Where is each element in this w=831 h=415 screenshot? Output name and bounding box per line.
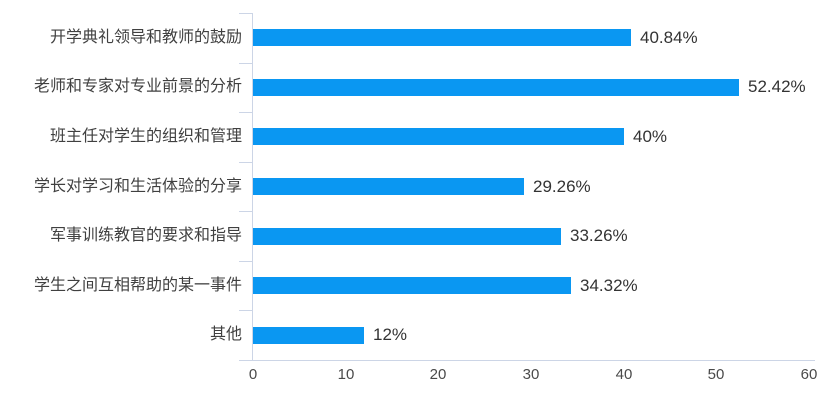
x-axis-tick-label: 60 — [800, 366, 818, 383]
y-axis-tick — [239, 13, 252, 14]
category-label: 开学典礼领导和教师的鼓励 — [49, 29, 242, 46]
category-label: 其他 — [209, 326, 242, 343]
x-axis-tick-label: 0 — [248, 366, 258, 383]
category-label: 军事训练教官的要求和指导 — [49, 227, 242, 244]
bar — [253, 327, 364, 344]
value-label: 52.42% — [748, 77, 806, 96]
x-axis-tick-label: 10 — [337, 366, 355, 383]
y-axis-tick — [239, 112, 252, 113]
x-axis-line — [239, 360, 815, 361]
category-label: 学长对学习和生活体验的分享 — [33, 178, 242, 195]
bar — [253, 178, 524, 195]
x-axis-tick-label: 40 — [615, 366, 633, 383]
category-label: 班主任对学生的组织和管理 — [49, 128, 242, 145]
x-axis-tick-label: 20 — [429, 366, 447, 383]
bar — [253, 29, 631, 46]
value-label: 29.26% — [533, 177, 591, 196]
y-axis-tick — [239, 211, 252, 212]
y-axis-line — [252, 13, 253, 360]
bar — [253, 228, 561, 245]
y-axis-tick — [239, 261, 252, 262]
bar — [253, 128, 624, 145]
value-label: 40.84% — [640, 28, 698, 47]
bar — [253, 277, 571, 294]
value-label: 40% — [633, 127, 668, 146]
category-label: 学生之间互相帮助的某一事件 — [33, 277, 242, 294]
value-label: 34.32% — [580, 276, 638, 295]
x-axis-tick-label: 30 — [522, 366, 540, 383]
y-axis-tick — [239, 310, 252, 311]
y-axis-tick — [239, 162, 252, 163]
value-label: 12% — [373, 325, 408, 344]
y-axis-tick — [239, 63, 252, 64]
value-label: 33.26% — [570, 226, 628, 245]
category-label: 老师和专家对专业前景的分析 — [33, 78, 242, 95]
x-axis-tick-label: 50 — [707, 366, 725, 383]
bar — [253, 79, 739, 96]
